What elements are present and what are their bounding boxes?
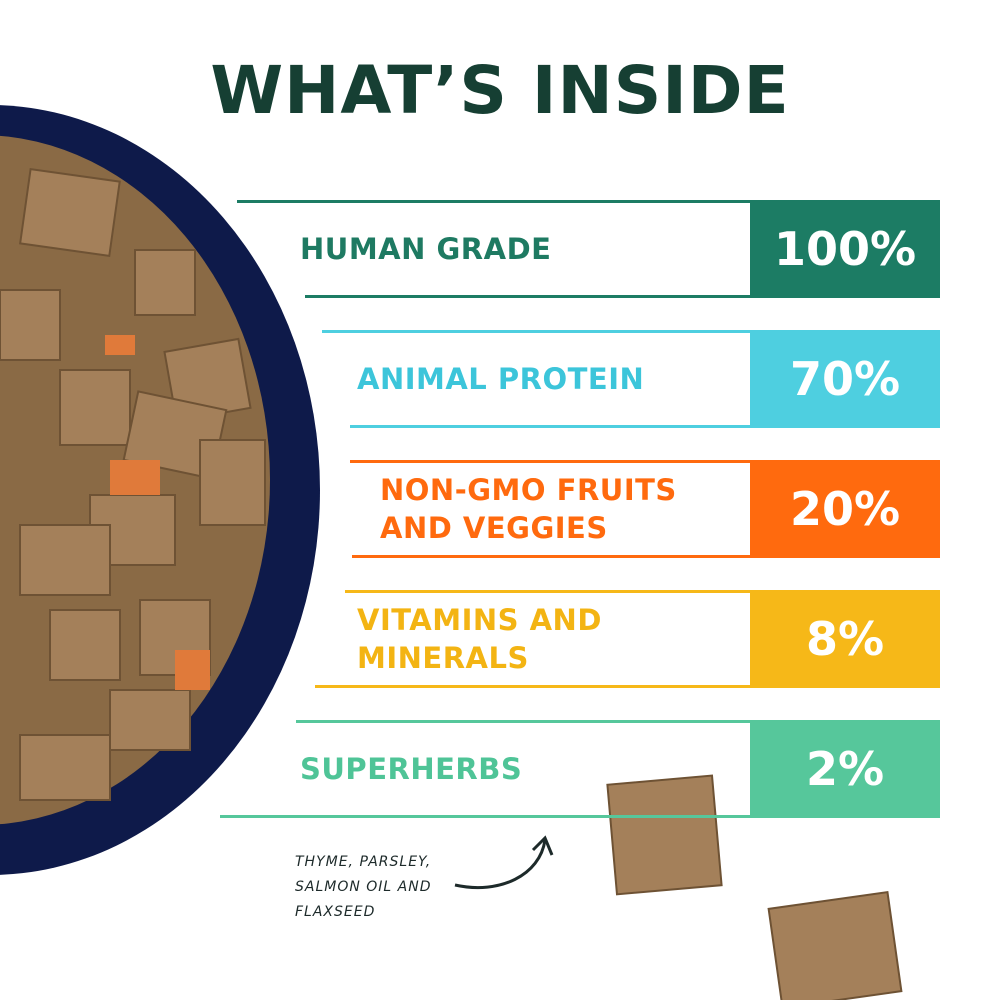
note-line: SALMON OIL AND	[295, 879, 432, 895]
rule	[350, 425, 940, 428]
label-line: ANIMAL PROTEIN	[357, 362, 645, 396]
label-line: NON-GMO FRUITS	[380, 473, 677, 507]
chunk	[606, 774, 723, 896]
chunk	[767, 891, 903, 1000]
rule	[237, 200, 940, 203]
label-line: SUPERHERBS	[300, 752, 523, 786]
value-box: 70%	[750, 330, 940, 428]
note: THYME, PARSLEY, SALMON OIL AND FLAXSEED	[295, 850, 432, 925]
carrots	[105, 335, 210, 690]
value-box: 20%	[750, 460, 940, 558]
value-box: 2%	[750, 720, 940, 818]
rule	[352, 555, 940, 558]
rule	[220, 815, 940, 818]
arrow	[454, 839, 547, 890]
rule	[305, 295, 940, 298]
rule	[315, 685, 940, 688]
label-line: HUMAN GRADE	[300, 232, 552, 266]
value-box: 100%	[750, 200, 940, 298]
label-line: MINERALS	[357, 641, 529, 675]
rule	[296, 720, 940, 723]
label: VITAMINS AND MINERALS	[357, 601, 602, 677]
rule	[345, 590, 940, 593]
arrow-head	[531, 835, 554, 856]
label: SUPERHERBS	[300, 750, 522, 788]
label-line: VITAMINS AND	[357, 603, 602, 637]
note-line: THYME, PARSLEY,	[295, 854, 432, 870]
note-line: FLAXSEED	[295, 904, 376, 920]
food-chunks	[0, 167, 266, 801]
title: WHAT’S INSIDE	[210, 52, 790, 129]
rule	[322, 330, 940, 333]
value-box: 8%	[750, 590, 940, 688]
label-line: AND VEGGIES	[380, 511, 608, 545]
rule	[350, 460, 940, 463]
label: HUMAN GRADE	[300, 230, 551, 268]
label: NON-GMO FRUITS AND VEGGIES	[380, 471, 677, 547]
label: ANIMAL PROTEIN	[357, 360, 644, 398]
